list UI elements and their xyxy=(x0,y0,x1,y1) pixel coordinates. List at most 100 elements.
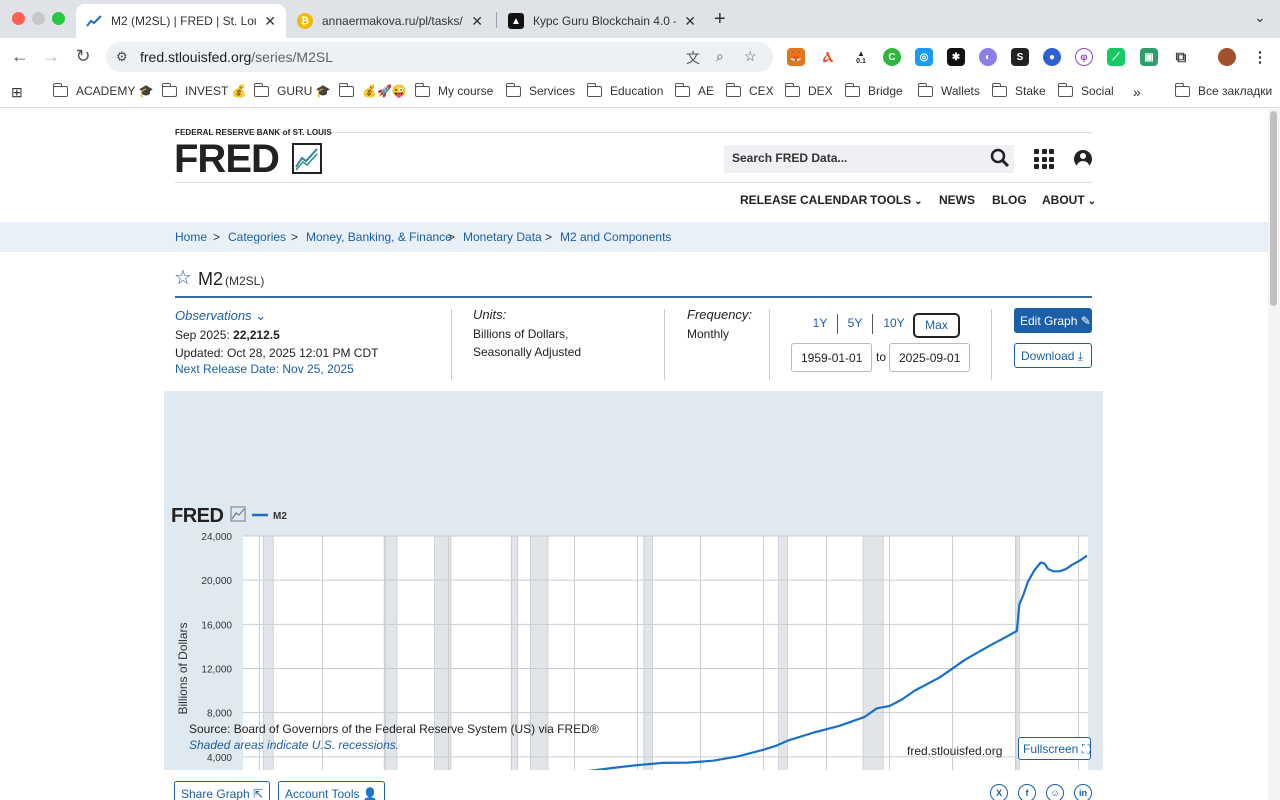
tab-title: M2 (M2SL) | FRED | St. Louis F xyxy=(111,14,256,28)
metamask-extension-icon[interactable]: 🦊 xyxy=(787,48,805,66)
units-value-line2: Seasonally Adjusted xyxy=(473,345,582,359)
nav-tools[interactable]: TOOLS ⌄ xyxy=(870,193,923,207)
bookmark-folder-cex[interactable]: CEX xyxy=(725,82,774,98)
nav-release-calendar[interactable]: RELEASE CALENDAR xyxy=(740,193,868,207)
bookmark-folder-guru[interactable]: GURU 🎓 xyxy=(253,82,331,98)
address-bar[interactable]: ⚙ fred.stlouisfed.org/series/M2SL 文 ⌕ ☆ xyxy=(106,42,773,72)
bookmark-folder-services[interactable]: Services xyxy=(505,82,575,98)
coin-favicon-icon: ₿ xyxy=(297,13,313,29)
scrollbar-thumb[interactable] xyxy=(1270,111,1277,306)
breadcrumb-money-banking[interactable]: Money, Banking, & Finance xyxy=(306,230,452,244)
apps-grid-icon[interactable]: ⊞ xyxy=(11,84,23,100)
close-tab-icon[interactable]: ✕ xyxy=(684,12,696,29)
bookmark-folder-dex[interactable]: DEX xyxy=(784,82,833,98)
bookmark-folder-education[interactable]: Education xyxy=(586,82,663,98)
apps-grid-icon[interactable] xyxy=(1034,149,1054,169)
new-tab-icon[interactable]: + xyxy=(714,8,726,30)
bookmark-folder-wallets[interactable]: Wallets xyxy=(917,82,980,98)
browser-tab-fred[interactable]: M2 (M2SL) | FRED | St. Louis F ✕ xyxy=(76,4,286,38)
range-10y-button[interactable]: 10Y xyxy=(883,316,905,330)
bookmark-folder-stake[interactable]: Stake xyxy=(991,82,1046,98)
all-bookmarks-folder[interactable]: Все закладки xyxy=(1174,82,1272,98)
end-date-input[interactable]: 2025-09-01 xyxy=(889,343,970,372)
search-icon[interactable] xyxy=(990,148,1010,174)
browser-tab-guru[interactable]: ▲ Курс Guru Blockchain 4.0 — с ✕ xyxy=(498,4,706,38)
url-text[interactable]: fred.stlouisfed.org/series/M2SL xyxy=(140,49,333,65)
legend-label-m2: M2 xyxy=(273,511,287,522)
blue-extension-icon[interactable]: ◎ xyxy=(915,48,933,66)
extensions-puzzle-icon[interactable]: ⧉ xyxy=(1172,48,1190,66)
range-max-button[interactable]: Max xyxy=(913,313,960,338)
more-bookmarks-chevron-icon[interactable]: » xyxy=(1133,84,1141,100)
green-square-extension-icon[interactable]: ⟋ xyxy=(1107,48,1125,66)
nav-about[interactable]: ABOUT ⌄ xyxy=(1042,193,1097,207)
badge-extension-icon[interactable]: ▲ 0.1 xyxy=(852,48,870,66)
y-tick-label: 16,000 xyxy=(201,620,232,631)
ring-extension-icon[interactable]: φ xyxy=(1075,48,1093,66)
rabby-extension-icon[interactable]: Ⲁ xyxy=(819,48,837,66)
observations-dropdown[interactable]: Observations ⌄ xyxy=(175,308,267,323)
zoom-icon[interactable]: ⌕ xyxy=(716,48,724,64)
reload-icon[interactable]: ↻ xyxy=(75,46,91,66)
user-account-icon[interactable] xyxy=(1074,150,1092,168)
bookmark-folder-invest[interactable]: INVEST 💰 xyxy=(161,82,246,98)
m2-line-chart[interactable]: 04,0008,00012,00016,00020,00024,00019601… xyxy=(164,391,1103,770)
account-tools-button[interactable]: Account Tools 👤 xyxy=(278,781,385,800)
tab-search-chevron-icon[interactable]: ⌄ xyxy=(1254,9,1266,25)
next-release-link[interactable]: Next Release Date: Nov 25, 2025 xyxy=(175,362,354,376)
share-graph-button[interactable]: Share Graph ⇱ xyxy=(174,781,271,800)
range-5y-button[interactable]: 5Y xyxy=(847,316,863,330)
profile-avatar[interactable] xyxy=(1218,48,1236,66)
x-twitter-icon[interactable]: X xyxy=(990,784,1008,800)
linkedin-icon[interactable]: in xyxy=(1074,784,1092,800)
maximize-window-button[interactable] xyxy=(52,12,65,25)
chevron-down-icon: ⌄ xyxy=(1087,196,1097,207)
page-scrollbar[interactable] xyxy=(1268,109,1280,800)
date-to-label: to xyxy=(876,350,887,364)
nav-news[interactable]: NEWS xyxy=(939,193,975,207)
close-tab-icon[interactable]: ✕ xyxy=(471,12,483,29)
folder-icon xyxy=(674,82,690,97)
breadcrumb-monetary-data[interactable]: Monetary Data xyxy=(463,230,542,244)
translate-icon[interactable]: 文 xyxy=(686,50,700,66)
download-button[interactable]: Download ⤓ xyxy=(1014,343,1092,368)
bookmark-folder-bridge[interactable]: Bridge xyxy=(844,82,903,98)
breadcrumb-categories[interactable]: Categories xyxy=(228,230,287,244)
purple-extension-icon[interactable]: ◐ xyxy=(979,48,997,66)
fred-logo[interactable]: FRED xyxy=(174,137,280,181)
range-1y-button[interactable]: 1Y xyxy=(812,316,828,330)
edit-graph-button[interactable]: Edit Graph ✎ xyxy=(1014,308,1092,333)
bookmark-folder-my-course[interactable]: My course xyxy=(414,82,493,98)
back-arrow-icon[interactable]: ← xyxy=(11,46,29,66)
reddit-icon[interactable]: ☺ xyxy=(1046,784,1064,800)
s-extension-icon[interactable]: S xyxy=(1011,48,1029,66)
fred-chart-logo-icon[interactable] xyxy=(292,143,322,174)
close-tab-icon[interactable]: ✕ xyxy=(264,12,276,29)
bookmark-folder-emoji[interactable]: 💰🚀😜 xyxy=(338,82,407,98)
nav-blog[interactable]: BLOG xyxy=(992,193,1027,207)
breadcrumb-home[interactable]: Home xyxy=(175,230,208,244)
forward-arrow-icon[interactable]: → xyxy=(42,46,60,66)
bookmark-star-icon[interactable]: ☆ xyxy=(744,48,757,64)
black-extension-icon[interactable]: ✱ xyxy=(947,48,965,66)
start-date-input[interactable]: 1959-01-01 xyxy=(791,343,872,372)
green-extension-icon[interactable]: C xyxy=(883,48,901,66)
search-input[interactable] xyxy=(732,151,982,165)
bookmark-folder-ae[interactable]: AE xyxy=(674,82,714,98)
circle-extension-icon[interactable]: ● xyxy=(1043,48,1061,66)
fullscreen-button[interactable]: Fullscreen ⛶ xyxy=(1018,737,1091,760)
site-settings-icon[interactable]: ⚙ xyxy=(116,49,128,64)
wallet-extension-icon[interactable]: ▣ xyxy=(1140,48,1158,66)
breadcrumb-m2-components[interactable]: M2 and Components xyxy=(560,230,672,244)
recession-note: Shaded areas indicate U.S. recessions. xyxy=(189,738,400,752)
browser-menu-icon[interactable]: ⋮ xyxy=(1251,48,1269,66)
bookmark-folder-academy[interactable]: ACADEMY 🎓 xyxy=(52,82,153,98)
minimize-window-button[interactable] xyxy=(32,12,45,25)
bookmark-folder-social[interactable]: Social xyxy=(1057,82,1114,98)
folder-icon xyxy=(586,82,602,97)
close-window-button[interactable] xyxy=(12,12,25,25)
favorite-star-icon[interactable]: ☆ xyxy=(174,267,192,289)
browser-tab-annaermakova[interactable]: ₿ annaermakova.ru/pl/tasks/res ✕ xyxy=(287,4,493,38)
facebook-icon[interactable]: f xyxy=(1018,784,1036,800)
tab-separator xyxy=(496,12,497,28)
